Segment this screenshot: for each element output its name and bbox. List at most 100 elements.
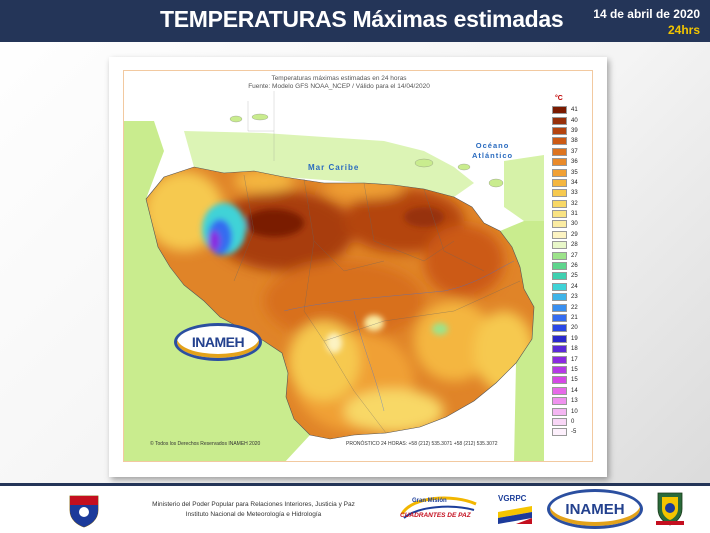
legend-value: 25 (571, 273, 578, 280)
legend-value: 14 (571, 387, 578, 394)
legend-swatch (552, 230, 567, 239)
legend-swatch (552, 334, 567, 343)
legend-row: 18 (552, 344, 588, 354)
legend-row: 22 (552, 302, 588, 312)
legend-swatch (552, 116, 567, 125)
legend-row: 31 (552, 209, 588, 219)
legend-row: 0 (552, 417, 588, 427)
legend-swatch (552, 199, 567, 208)
caribbean-green (184, 131, 474, 197)
legend-value: 37 (571, 148, 578, 155)
page-title: TEMPERATURAS Máximas estimadas (160, 6, 564, 32)
legend-swatch (552, 106, 567, 115)
emblem-shield-icon (656, 492, 684, 526)
temperature-legend: °C 41 40 39 38 37 36 35 34 33 32 31 30 29 28 27 26 25 24 2… (552, 95, 588, 438)
inameh-footer-logo-text: INAMEH (565, 501, 625, 518)
legend-swatch (552, 210, 567, 219)
legend-row: 14 (552, 386, 588, 396)
emblem-logo (654, 491, 686, 527)
legend-value: 39 (571, 127, 578, 134)
legend-swatch (552, 293, 567, 302)
legend-swatch (552, 282, 567, 291)
ocean-label: Océano Atlántico (472, 141, 513, 161)
legend-row: 25 (552, 271, 588, 281)
legend-swatch (552, 126, 567, 135)
legend-row: 40 (552, 115, 588, 125)
forecast-phone-note: PRONÓSTICO 24 HORAS: +58 (212) 535.3071 … (346, 441, 498, 447)
coat-of-arms-icon (69, 495, 99, 528)
legend-row: 24 (552, 282, 588, 292)
legend-swatch (552, 220, 567, 229)
legend-swatch (552, 355, 567, 364)
legend-value: 23 (571, 294, 578, 301)
state-borders (233, 174, 521, 434)
legend-value: 30 (571, 221, 578, 228)
map-card: Temperaturas máximas estimadas en 24 hor… (109, 57, 607, 477)
legend-value: 17 (571, 356, 578, 363)
legend-value: 20 (571, 325, 578, 332)
legend-row: 33 (552, 188, 588, 198)
legend-value: 33 (571, 190, 578, 197)
ministry-line1: Ministerio del Poder Popular para Relaci… (152, 501, 355, 508)
legend-value: 21 (571, 315, 578, 321)
legend-swatch (552, 417, 567, 426)
legend-row: 35 (552, 167, 588, 177)
legend-row: 29 (552, 230, 588, 240)
legend-row: 19 (552, 334, 588, 344)
legend-value: 34 (571, 179, 578, 186)
map-title-line2: Fuente: Modelo GFS NOAA_NCEP / Válido pa… (248, 83, 430, 90)
legend-row: 15 (552, 375, 588, 385)
legend-swatch (552, 407, 567, 416)
ministry-text: Ministerio del Poder Popular para Relaci… (136, 500, 371, 520)
legend-row: 41 (552, 105, 588, 115)
legend-value: 26 (571, 263, 578, 270)
legend-swatch (552, 365, 567, 374)
forecast-period: 24hrs (667, 23, 700, 37)
inameh-map-logo: INAMEH (174, 323, 262, 361)
atlantic-green (504, 155, 544, 221)
inameh-map-logo-text: INAMEH (191, 334, 245, 350)
inameh-footer-logo: INAMEH (547, 489, 643, 529)
legend-swatch (552, 137, 567, 146)
legend-row: 30 (552, 219, 588, 229)
legend-row: 21 (552, 313, 588, 323)
legend-swatch (552, 303, 567, 312)
legend-unit: °C (555, 95, 563, 102)
legend-row: 26 (552, 261, 588, 271)
legend-swatch (552, 397, 567, 406)
gran-mision-swoosh-icon (400, 496, 477, 519)
legend-swatch (552, 147, 567, 156)
legend-swatch (552, 178, 567, 187)
legend-swatch (552, 189, 567, 198)
map-title-line1: Temperaturas máximas estimadas en 24 hor… (271, 75, 407, 82)
legend-swatch (552, 314, 567, 322)
legend-value: 24 (571, 283, 578, 290)
ministry-line2: Instituto Nacional de Meteorología e Hid… (185, 511, 322, 518)
legend-rows: 41 40 39 38 37 36 35 34 33 32 31 30 29 28 27 26 25 24 23 22… (552, 105, 588, 438)
legend-value: 0 (571, 418, 575, 425)
legend-value: 31 (571, 211, 578, 218)
legend-swatch (552, 158, 567, 167)
legend-value: 10 (571, 408, 578, 415)
legend-value: 27 (571, 252, 578, 259)
legend-value: 15 (571, 366, 578, 373)
legend-row: 34 (552, 178, 588, 188)
legend-swatch (552, 241, 567, 250)
legend-row: 20 (552, 323, 588, 333)
legend-value: 40 (571, 117, 578, 124)
legend-row: 39 (552, 126, 588, 136)
temperature-map: Temperaturas máximas estimadas en 24 hor… (123, 70, 593, 462)
legend-row: 36 (552, 157, 588, 167)
legend-row: 17 (552, 354, 588, 364)
legend-value: -5 (571, 429, 577, 436)
legend-row: -5 (552, 427, 588, 437)
gran-mision-line2: CUADRANTES DE PAZ (400, 512, 471, 519)
legend-swatch (552, 272, 567, 281)
legend-value: 36 (571, 159, 578, 166)
legend-row: 23 (552, 292, 588, 302)
vgrpc-text: VGRPC (498, 494, 527, 503)
vgrpc-flag-icon (498, 506, 532, 524)
legend-value: 22 (571, 304, 578, 311)
legend-value: 13 (571, 398, 578, 405)
legend-row: 32 (552, 199, 588, 209)
